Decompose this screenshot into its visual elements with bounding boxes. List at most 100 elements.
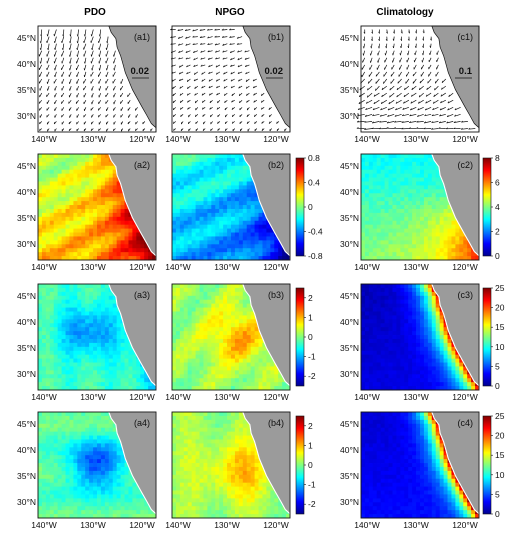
lat-tick-label: 45°N	[340, 33, 359, 43]
colorbar-tick-label: -0.8	[308, 251, 323, 261]
panel-label: (c1)	[458, 32, 474, 42]
lat-tick-label: 35°N	[17, 471, 36, 481]
panel-c1: (c1) 0.1 45°N 40°N 35°N 30°N 140°W 130°W 120°W	[340, 25, 480, 144]
vector-scale-label: 0.02	[131, 66, 150, 77]
panel-c2: (c2) 45°N 40°N 35°N 30°N 140°W 130°W 120°W	[340, 153, 480, 272]
lon-tick-label: 130°W	[80, 520, 106, 530]
colorbar-tick-label: 0.8	[308, 153, 320, 163]
panel-b1: (b1) 0.02 140°W 130°W 120°W	[165, 25, 291, 144]
colorbar-tick-label: 0	[495, 251, 500, 261]
lon-tick-label: 140°W	[165, 134, 191, 144]
lon-tick-label: 120°W	[452, 520, 478, 530]
colorbar-tick-label: 5	[495, 489, 500, 499]
lon-tick-label: 130°W	[80, 262, 106, 272]
lat-tick-label: 35°N	[340, 85, 359, 95]
panel-frame	[37, 283, 157, 391]
lon-tick-label: 120°W	[263, 392, 289, 402]
colorbar-tick-label: 0.4	[308, 178, 320, 188]
lat-tick-label: 40°N	[17, 445, 36, 455]
lat-tick-label: 35°N	[340, 471, 359, 481]
panel-frame	[171, 411, 291, 519]
lat-tick-label: 40°N	[340, 445, 359, 455]
lon-tick-label: 140°W	[31, 520, 57, 530]
colorbar-tick-label: -2	[308, 499, 316, 509]
lon-tick-label: 140°W	[354, 262, 380, 272]
colorbar-tick-label: 15	[495, 450, 505, 460]
lat-tick-label: 30°N	[340, 239, 359, 249]
lon-tick-label: 140°W	[354, 520, 380, 530]
column-title-pdo: PDO	[84, 7, 106, 18]
lat-tick-label: 40°N	[17, 187, 36, 197]
lon-tick-label: 130°W	[214, 392, 240, 402]
panel-frame	[171, 153, 291, 261]
colorbar-tick-label: 0	[308, 460, 313, 470]
colorbar-tick-label: 15	[495, 322, 505, 332]
lat-tick-label: 35°N	[340, 343, 359, 353]
panel-a3: (a3) 45°N 40°N 35°N 30°N 140°W 130°W 120°W	[17, 283, 157, 402]
panel-frame	[360, 153, 480, 261]
lon-tick-label: 130°W	[214, 134, 240, 144]
lat-tick-label: 45°N	[340, 419, 359, 429]
lon-tick-label: 130°W	[214, 262, 240, 272]
lon-tick-label: 120°W	[263, 134, 289, 144]
lat-tick-label: 30°N	[17, 497, 36, 507]
colorbar-tick-label: 0	[308, 202, 313, 212]
panel-label: (a2)	[134, 160, 150, 170]
lat-tick-label: 40°N	[340, 187, 359, 197]
lat-tick-label: 45°N	[17, 33, 36, 43]
colorbar-tick-label: -1	[308, 480, 316, 490]
lat-tick-label: 45°N	[17, 291, 36, 301]
panel-label: (a1)	[134, 32, 150, 42]
lon-tick-label: 140°W	[354, 134, 380, 144]
lat-tick-label: 35°N	[17, 213, 36, 223]
vector-scale-label: 0.1	[459, 66, 473, 77]
lat-tick-label: 30°N	[340, 497, 359, 507]
panel-label: (c2)	[458, 160, 474, 170]
panel-label: (c4)	[458, 418, 474, 428]
panel-label: (a3)	[134, 290, 150, 300]
lat-tick-label: 40°N	[17, 317, 36, 327]
lon-tick-label: 140°W	[165, 520, 191, 530]
lon-tick-label: 120°W	[452, 392, 478, 402]
lon-tick-label: 140°W	[31, 262, 57, 272]
panel-frame	[360, 283, 480, 391]
colorbar: 8 6 4 2 0	[482, 153, 500, 261]
lat-tick-label: 35°N	[17, 343, 36, 353]
panel-frame	[360, 411, 480, 519]
panel-c4: (c4) 45°N 40°N 35°N 30°N 140°W 130°W 120°W	[340, 411, 480, 530]
lat-tick-label: 30°N	[17, 111, 36, 121]
colorbar: 2 1 0 -1 -2	[295, 287, 316, 387]
panel-grid: (a1) 0.02 45°N 40°N 35°N 30°N 140°W 130°W 120°W (…	[17, 25, 480, 530]
lat-tick-label: 30°N	[340, 369, 359, 379]
lat-tick-label: 35°N	[340, 213, 359, 223]
colorbar-tick-label: 5	[495, 361, 500, 371]
panel-a2: (a2) 45°N 40°N 35°N 30°N 140°W 130°W 120°W	[17, 153, 157, 272]
panel-frame	[37, 25, 157, 133]
colorbar-tick-label: 0	[495, 381, 500, 391]
colorbar-tick-label: 10	[495, 342, 505, 352]
lat-tick-label: 35°N	[17, 85, 36, 95]
lat-tick-label: 40°N	[340, 317, 359, 327]
lat-tick-label: 45°N	[340, 161, 359, 171]
panel-frame	[360, 25, 480, 133]
colorbar: 0.8 0.4 0 -0.4 -0.8	[295, 153, 323, 261]
colorbar-tick-label: 2	[308, 421, 313, 431]
panel-b2: (b2) 140°W 130°W 120°W	[165, 153, 291, 272]
lon-tick-label: 130°W	[80, 134, 106, 144]
lat-tick-label: 45°N	[17, 419, 36, 429]
lon-tick-label: 130°W	[403, 262, 429, 272]
colorbar-group: 0.80.40-0.4-0.886420210-1-22520151050210…	[295, 153, 505, 519]
colorbar-tick-label: 8	[495, 153, 500, 163]
panel-frame	[37, 411, 157, 519]
colorbar-tick-label: 25	[495, 283, 505, 293]
lat-tick-label: 40°N	[340, 59, 359, 69]
colorbar-tick-label: 1	[308, 312, 313, 322]
colorbar-tick-label: 0	[308, 332, 313, 342]
colorbar-tick-label: 2	[495, 227, 500, 237]
colorbar-tick-label: -0.4	[308, 227, 323, 237]
lat-tick-label: 40°N	[17, 59, 36, 69]
lon-tick-label: 140°W	[165, 392, 191, 402]
lat-tick-label: 45°N	[17, 161, 36, 171]
panel-label: (b3)	[268, 290, 284, 300]
colorbar-tick-label: 4	[495, 202, 500, 212]
